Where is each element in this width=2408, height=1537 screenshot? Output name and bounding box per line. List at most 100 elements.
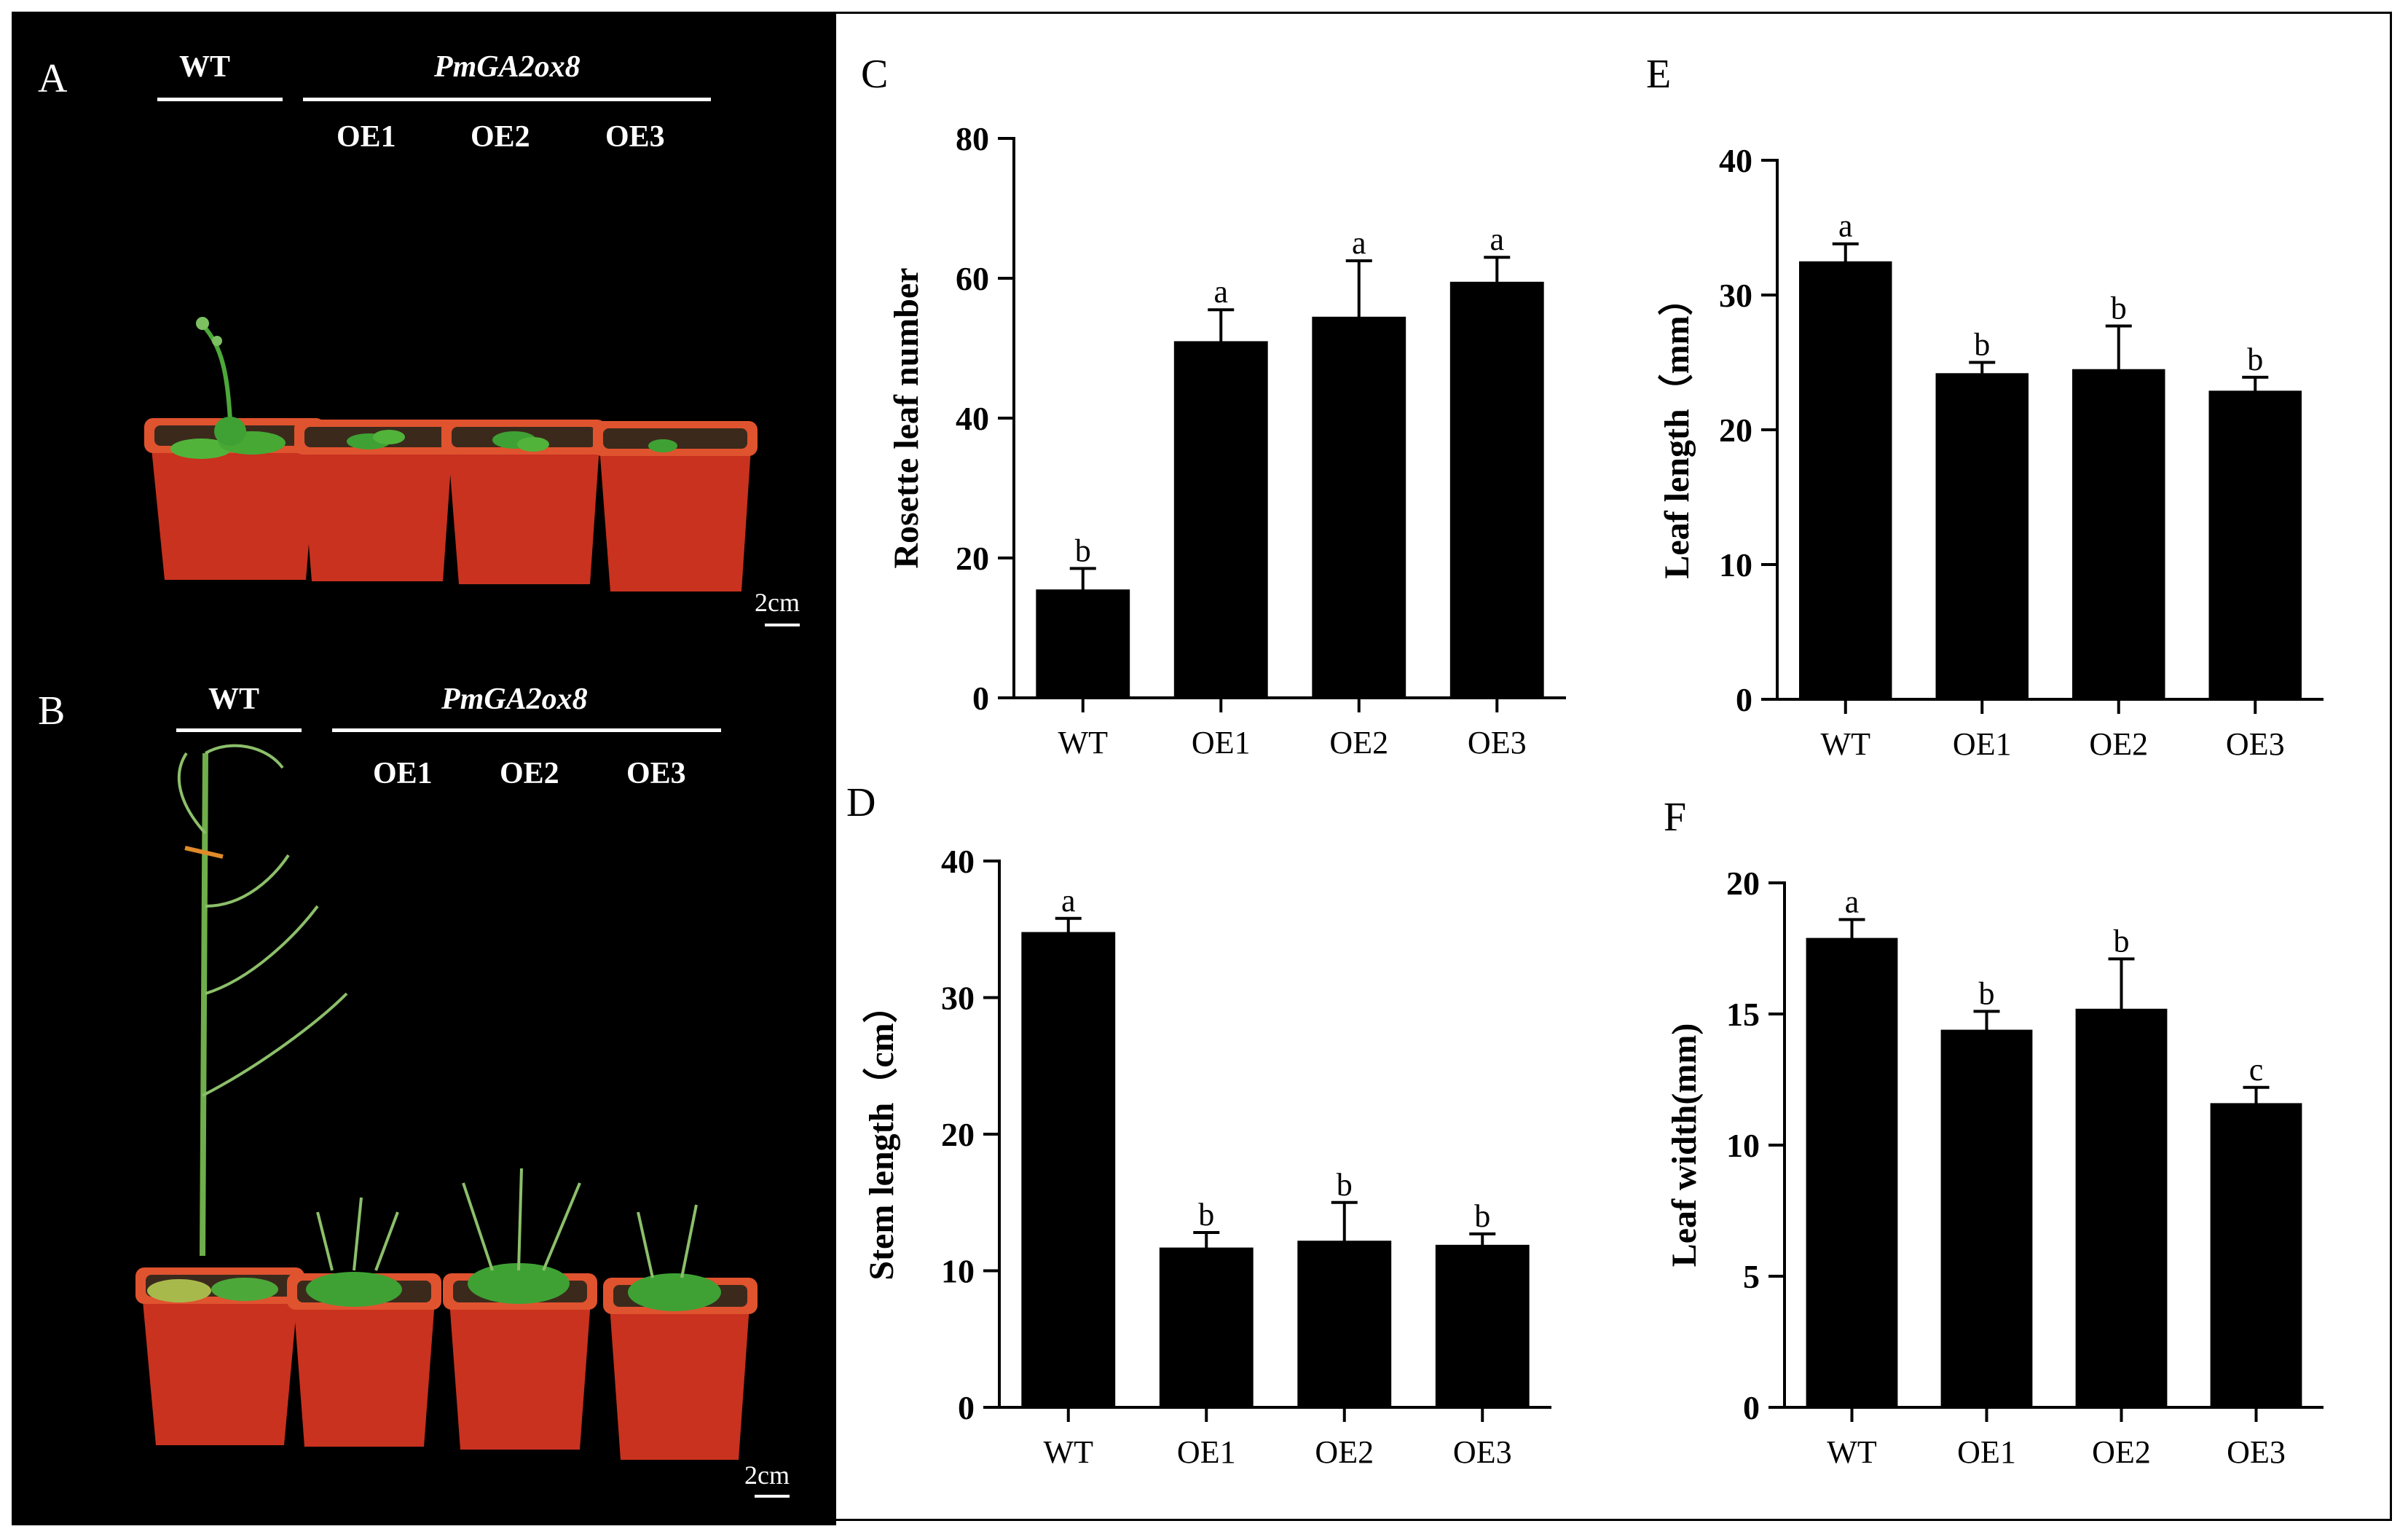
- sig-letter-d-oe2: b: [1337, 1167, 1353, 1203]
- y-tick-label-e-0: 0: [1736, 681, 1752, 718]
- bar-d-oe3: [1435, 1244, 1530, 1407]
- bar-f-wt: [1806, 937, 1898, 1407]
- bar-f-oe1: [1940, 1029, 2033, 1407]
- y-tick-label-f-10: 10: [1726, 1127, 1760, 1164]
- bar-f-oe3: [2210, 1103, 2302, 1407]
- bar-d-oe1: [1159, 1247, 1254, 1407]
- y-tick-label-e-10: 10: [1719, 546, 1752, 583]
- y-tick-label-c-40: 40: [956, 400, 989, 437]
- line-label-b-oe1: OE1: [373, 757, 433, 790]
- scale-label-b: 2cm: [744, 1461, 790, 1490]
- y-tick-label-f-15: 15: [1726, 996, 1760, 1033]
- scale-bar-b: [755, 1495, 790, 1498]
- x-tick-label-e-wt: WT: [1821, 726, 1871, 762]
- y-tick-label-d-40: 40: [941, 843, 975, 880]
- wt-underline-a: [157, 98, 283, 101]
- panel-letter-e: E: [1646, 52, 1671, 97]
- scale-label-a: 2cm: [755, 588, 800, 617]
- gene-underline-b: [332, 728, 721, 732]
- panel-letter-b: B: [38, 688, 66, 734]
- pot-wt-a: [144, 417, 325, 580]
- y-tick-label-d-30: 30: [941, 980, 975, 1017]
- scale-bar-a: [765, 624, 800, 626]
- x-tick-label-e-oe3: OE3: [2226, 726, 2285, 762]
- pot-oe3-b: [603, 1204, 758, 1460]
- sig-letter-f-oe1: b: [1979, 975, 1995, 1011]
- bar-e-oe3: [2208, 390, 2302, 699]
- line-label-b-oe2: OE2: [500, 757, 559, 790]
- x-tick-label-f-wt: WT: [1827, 1434, 1877, 1470]
- line-label-b-oe3: OE3: [626, 757, 686, 790]
- y-axis-label-f: Leaf width(mm): [1665, 1023, 1704, 1267]
- photo-panel-b: B WT PmGA2ox8 OE1 OE2 OE3: [12, 683, 836, 1525]
- sig-letter-e-oe1: b: [1974, 327, 1990, 363]
- bar-c-oe3: [1449, 281, 1544, 698]
- sig-letter-c-oe1: a: [1213, 274, 1228, 310]
- bar-e-oe2: [2072, 369, 2165, 699]
- x-tick-label-f-oe2: OE2: [2092, 1434, 2151, 1470]
- sig-letter-c-oe2: a: [1352, 225, 1366, 261]
- y-tick-label-e-40: 40: [1719, 142, 1752, 179]
- gene-underline-a: [303, 98, 711, 101]
- x-tick-label-e-oe2: OE2: [2089, 726, 2148, 762]
- wt-label-b: WT: [208, 683, 260, 716]
- y-tick-label-d-10: 10: [941, 1253, 975, 1290]
- sig-letter-f-wt: a: [1845, 884, 1860, 919]
- x-tick-label-d-oe3: OE3: [1453, 1434, 1512, 1470]
- line-label-a-oe3: OE3: [605, 120, 665, 154]
- gene-label-a: PmGA2ox8: [434, 50, 581, 84]
- y-tick-label-e-30: 30: [1719, 277, 1752, 314]
- pot-oe1-b: [287, 1197, 441, 1447]
- line-label-a-oe1: OE1: [337, 120, 396, 154]
- x-tick-label-c-oe2: OE2: [1329, 725, 1388, 760]
- sig-letter-d-wt: a: [1061, 883, 1076, 919]
- y-tick-label-e-20: 20: [1719, 412, 1752, 449]
- y-tick-label-c-20: 20: [956, 540, 989, 577]
- line-label-a-oe2: OE2: [471, 120, 530, 154]
- panel-letter-f: F: [1664, 795, 1686, 840]
- x-tick-label-f-oe1: OE1: [1957, 1434, 2016, 1470]
- pot-oe2-a: [441, 420, 606, 584]
- sig-letter-e-wt: a: [1838, 208, 1853, 244]
- x-tick-label-c-oe1: OE1: [1192, 725, 1251, 760]
- y-tick-label-f-0: 0: [1743, 1389, 1760, 1426]
- pot-oe1-a: [294, 420, 459, 581]
- y-axis-label-d: Stem length（cm）: [862, 988, 901, 1280]
- bar-e-wt: [1799, 261, 1892, 699]
- sig-letter-c-oe3: a: [1490, 221, 1504, 257]
- pot-oe2-b: [443, 1168, 597, 1450]
- sig-letter-e-oe2: b: [2111, 291, 2127, 326]
- panel-letter-c: C: [861, 52, 888, 97]
- x-tick-label-c-wt: WT: [1058, 725, 1109, 760]
- bar-c-oe2: [1312, 316, 1406, 698]
- sig-letter-c-wt: b: [1075, 532, 1091, 568]
- panel-letter-a: A: [38, 56, 68, 101]
- y-tick-label-f-20: 20: [1726, 865, 1760, 902]
- y-axis-label-c: Rosette leaf number: [887, 267, 926, 568]
- y-tick-label-f-5: 5: [1743, 1258, 1760, 1295]
- photo-panel-a: A WT PmGA2ox8 OE1 OE2 OE3: [12, 12, 836, 688]
- bar-c-oe1: [1173, 341, 1268, 698]
- bar-d-wt: [1021, 932, 1116, 1407]
- y-tick-label-c-60: 60: [956, 260, 989, 297]
- panel-letter-d: D: [846, 780, 876, 825]
- wt-underline-b: [176, 728, 302, 732]
- sig-letter-d-oe3: b: [1474, 1198, 1490, 1234]
- pot-oe3-a: [593, 421, 758, 591]
- y-tick-label-d-20: 20: [941, 1116, 975, 1153]
- x-tick-label-d-oe1: OE1: [1177, 1434, 1236, 1470]
- x-tick-label-f-oe3: OE3: [2227, 1434, 2286, 1470]
- plant-photo-b: [135, 744, 758, 1460]
- x-tick-label-e-oe1: OE1: [1953, 726, 2012, 762]
- x-tick-label-d-oe2: OE2: [1315, 1434, 1374, 1470]
- x-tick-label-d-wt: WT: [1044, 1434, 1094, 1470]
- sig-letter-d-oe1: b: [1198, 1197, 1214, 1233]
- bar-e-oe1: [1935, 373, 2029, 699]
- sig-letter-e-oe3: b: [2247, 342, 2263, 377]
- y-axis-label-e: Leaf length（mm）: [1658, 280, 1696, 578]
- wt-label-a: WT: [179, 50, 231, 84]
- gene-label-b: PmGA2ox8: [441, 683, 588, 716]
- sig-letter-f-oe3: c: [2249, 1052, 2264, 1088]
